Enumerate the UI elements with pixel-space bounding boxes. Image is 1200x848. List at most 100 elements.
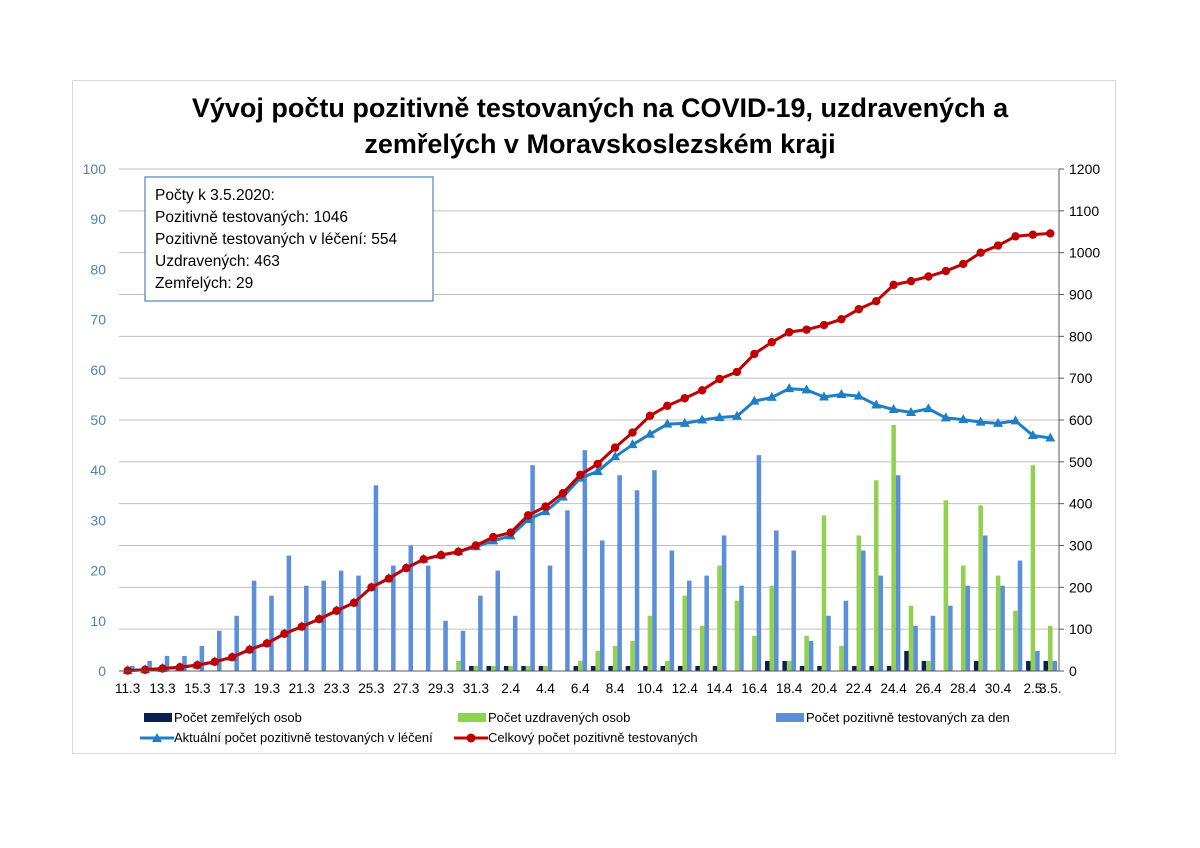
bar-daily-positive [756, 455, 762, 671]
point-cumulative-positive [436, 550, 446, 560]
bar-daily-positive [565, 510, 570, 671]
legend-label: Počet zemřelých osob [174, 710, 302, 725]
point-cumulative-positive [175, 663, 185, 672]
point-cumulative-positive [784, 327, 794, 337]
bar-daily-positive [234, 615, 239, 671]
x-tick-label: 22.4 [846, 681, 873, 696]
point-cumulative-positive [1028, 230, 1038, 239]
bar-recovered [612, 645, 618, 671]
point-cumulative-positive [314, 614, 324, 624]
x-tick-label: 13.3 [149, 681, 175, 696]
bar-recovered [543, 665, 548, 671]
bar-deaths [660, 665, 666, 671]
bar-recovered [1048, 625, 1053, 671]
bar-daily-positive [774, 530, 779, 671]
x-tick-label: 6.4 [571, 681, 590, 696]
y-left-tick-label: 30 [90, 512, 106, 528]
bar-daily-positive [512, 615, 518, 671]
y-right-tick-label: 1000 [1069, 245, 1100, 261]
y-left-tick-label: 100 [83, 161, 107, 177]
bar-daily-positive [791, 550, 796, 671]
legend-swatch-recovered [458, 713, 486, 722]
point-active-cases [958, 414, 969, 424]
point-cumulative-positive [227, 653, 237, 662]
x-tick-label: 8.4 [606, 681, 625, 696]
bar-recovered [873, 480, 879, 671]
x-tick-label: 3.5. [1039, 681, 1062, 696]
y-left-tick-label: 60 [90, 362, 106, 378]
bar-daily-positive [669, 550, 675, 671]
point-cumulative-positive [419, 555, 428, 564]
bar-daily-positive [530, 465, 535, 671]
bar-deaths [886, 665, 892, 671]
bar-daily-positive [495, 570, 501, 671]
y-left-tick-label: 10 [90, 613, 106, 629]
point-active-cases [1027, 429, 1038, 439]
point-active-cases [853, 390, 864, 400]
bar-recovered [682, 595, 688, 671]
legend-label: Aktuální počet pozitivně testovaných v l… [174, 730, 433, 745]
point-cumulative-positive [732, 367, 742, 377]
y-right-tick-label: 1100 [1069, 203, 1099, 219]
point-cumulative-positive [193, 660, 202, 670]
bar-recovered [699, 625, 705, 671]
point-cumulative-positive [558, 489, 568, 498]
y-left-tick-label: 70 [90, 312, 106, 328]
bar-daily-positive [826, 615, 831, 671]
chart-title: Vývoj počtu pozitivně testovaných na COV… [192, 93, 1009, 159]
y-left-tick-label: 20 [90, 563, 106, 579]
legend: Počet zemřelých osob Počet uzdravených o… [140, 710, 1010, 745]
x-tick-label: 31.3 [463, 681, 489, 696]
point-active-cases [679, 417, 690, 427]
point-active-cases [871, 399, 882, 409]
bar-daily-positive [251, 580, 257, 671]
x-tick-label: 23.3 [323, 681, 349, 696]
legend-swatch-deaths [144, 713, 172, 722]
x-tick-label: 28.4 [950, 681, 977, 696]
bar-deaths [764, 660, 770, 671]
point-cumulative-positive [854, 304, 864, 314]
bar-recovered [856, 535, 862, 671]
bar-recovered [978, 505, 983, 671]
point-active-cases [923, 403, 934, 413]
bar-daily-positive [930, 615, 936, 671]
bar-daily-positive [652, 470, 657, 671]
bar-daily-positive [582, 450, 588, 671]
bar-daily-positive [1017, 560, 1023, 671]
point-active-cases [714, 411, 725, 421]
point-active-cases [731, 410, 742, 420]
info-box: Počty k 3.5.2020: Pozitivně testovaných:… [144, 176, 434, 302]
point-active-cases [1010, 415, 1021, 425]
bar-recovered [891, 425, 896, 671]
point-cumulative-positive [367, 583, 376, 592]
point-cumulative-positive [349, 598, 359, 608]
point-cumulative-positive [140, 665, 150, 674]
bar-daily-positive [547, 565, 553, 671]
bar-recovered [821, 515, 827, 671]
bar-daily-positive [843, 600, 849, 671]
x-tick-label: 17.3 [219, 681, 245, 696]
legend-marker-triangle [152, 733, 162, 742]
bar-recovered [943, 500, 949, 671]
point-cumulative-positive [924, 272, 933, 281]
point-cumulative-positive [802, 325, 811, 334]
point-cumulative-positive [384, 574, 394, 583]
point-cumulative-positive [332, 606, 341, 615]
y-right-tick-label: 600 [1069, 412, 1093, 428]
x-tick-label: 19.3 [254, 681, 280, 696]
point-cumulative-positive [680, 394, 689, 403]
bar-daily-positive [965, 585, 971, 671]
point-cumulative-positive [837, 314, 846, 324]
bar-daily-positive [982, 535, 988, 671]
info-box-frame [144, 176, 434, 302]
bar-recovered [908, 605, 914, 671]
point-active-cases [697, 414, 708, 424]
bar-daily-positive [739, 585, 744, 671]
bar-deaths [973, 660, 979, 671]
point-cumulative-positive [767, 337, 776, 347]
point-cumulative-positive [645, 411, 655, 421]
bar-recovered [995, 575, 1001, 671]
point-cumulative-positive [819, 320, 829, 330]
y-right-tick-label: 800 [1069, 328, 1093, 344]
point-active-cases [819, 391, 829, 401]
